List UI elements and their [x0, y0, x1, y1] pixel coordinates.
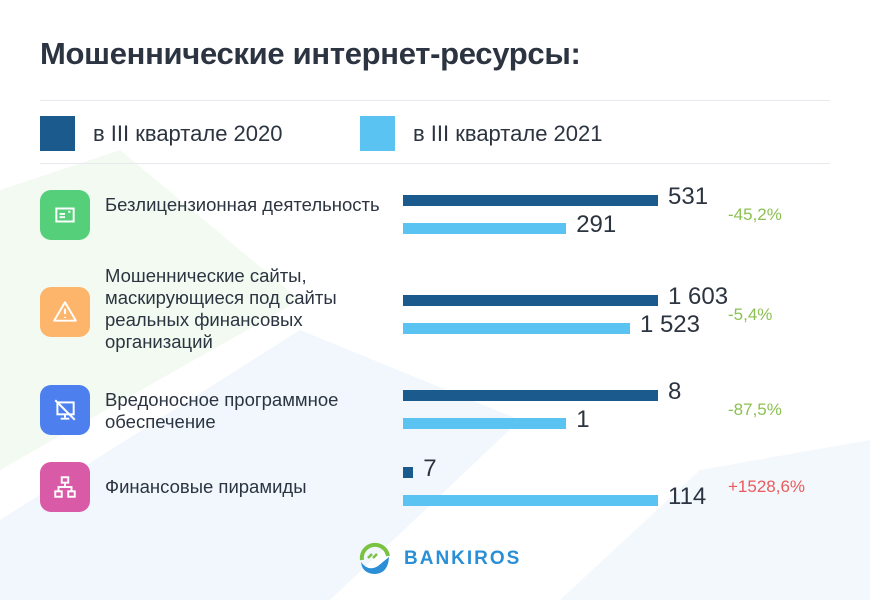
- chart-title: Мошеннические интернет-ресурсы:: [40, 36, 581, 71]
- legend-label: в III квартале 2021: [413, 120, 603, 146]
- legend-swatch-2020: [40, 116, 75, 151]
- change-percent: +1528,6%: [728, 477, 806, 496]
- logo-text: BANKIROS: [404, 548, 522, 569]
- legend-swatch-2021: [360, 116, 395, 151]
- category-icon-box: [40, 287, 90, 337]
- legend-item-2021: в III квартале 2021: [360, 116, 603, 151]
- monitor-off-icon: [54, 399, 76, 421]
- bar-2021: [403, 495, 658, 506]
- divider: [40, 100, 830, 101]
- legend-item-2020: в III квартале 2020: [40, 116, 283, 151]
- bar-2020: [403, 295, 658, 306]
- value-label-2021: 1 523: [639, 311, 700, 338]
- category-icon-box: [40, 190, 90, 240]
- value-label-2021: 291: [576, 211, 617, 238]
- value-label-2020: 531: [668, 183, 709, 210]
- bankiros-logo: BANKIROS: [358, 542, 521, 576]
- bar-2020: [403, 467, 414, 478]
- bar-2021: [403, 418, 567, 429]
- value-label-2020: 8: [668, 378, 682, 405]
- category-label: Безлицензионная деятельность: [105, 194, 380, 215]
- change-percent: -5,4%: [728, 305, 773, 324]
- legend-label: в III квартале 2020: [93, 120, 283, 146]
- hierarchy-icon: [54, 476, 76, 498]
- bankiros-logo-icon: [359, 542, 390, 574]
- warning-icon: [53, 301, 77, 322]
- category-icon-box: [40, 385, 90, 435]
- bar-2020: [403, 390, 658, 401]
- bar-2021: [403, 323, 630, 334]
- category-label: Вредоносное программное обеспечение: [105, 389, 339, 432]
- value-label-2021: 1: [576, 406, 590, 433]
- value-label-2020: 1 603: [668, 283, 729, 310]
- bar-2021: [403, 223, 567, 234]
- category-icon-box: [40, 462, 90, 512]
- change-percent: -87,5%: [728, 400, 782, 419]
- value-label-2021: 114: [668, 483, 707, 510]
- license-card-icon: [55, 207, 75, 223]
- category-label: Финансовые пирамиды: [105, 476, 307, 497]
- change-percent: -45,2%: [728, 205, 782, 224]
- divider: [40, 163, 830, 164]
- bar-2020: [403, 195, 658, 206]
- value-label-2020: 7: [423, 455, 437, 482]
- category-label: Мошеннические сайты, маскирующиеся под с…: [105, 265, 337, 352]
